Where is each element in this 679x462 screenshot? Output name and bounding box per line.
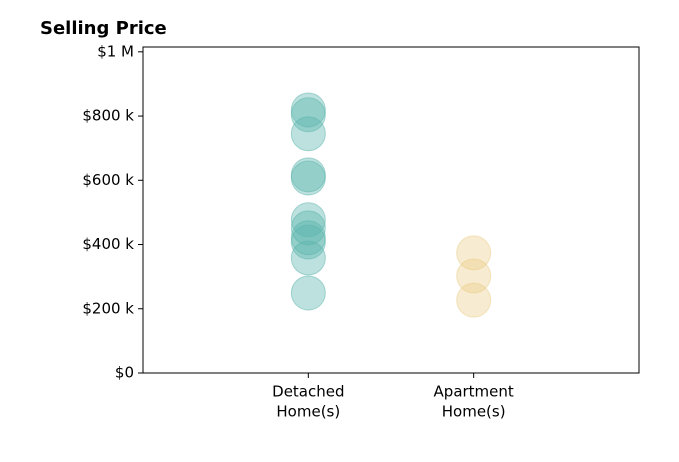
chart-title: Selling Price — [40, 18, 167, 39]
x-tick-label: Home(s) — [442, 403, 506, 421]
y-tick-label: $1 M — [97, 42, 134, 60]
y-tick-label: $600 k — [82, 171, 134, 189]
point — [290, 97, 326, 133]
point — [290, 220, 326, 256]
y-tick-label: $200 k — [82, 299, 134, 317]
y-tick-label: $800 k — [82, 107, 134, 125]
plot-frame — [142, 46, 640, 374]
point — [290, 160, 326, 196]
point — [456, 282, 492, 318]
x-tick-label: Home(s) — [276, 403, 340, 421]
point — [456, 235, 492, 271]
point — [456, 258, 492, 294]
point — [290, 275, 326, 311]
point — [290, 240, 326, 276]
point — [290, 210, 326, 246]
point — [290, 202, 326, 238]
y-tick-label: $0 — [115, 364, 134, 382]
x-tick-label: Apartment — [434, 383, 514, 401]
y-tick-label: $400 k — [82, 235, 134, 253]
x-tick-label: Detached — [272, 383, 344, 401]
point — [290, 224, 326, 260]
point — [290, 116, 326, 152]
